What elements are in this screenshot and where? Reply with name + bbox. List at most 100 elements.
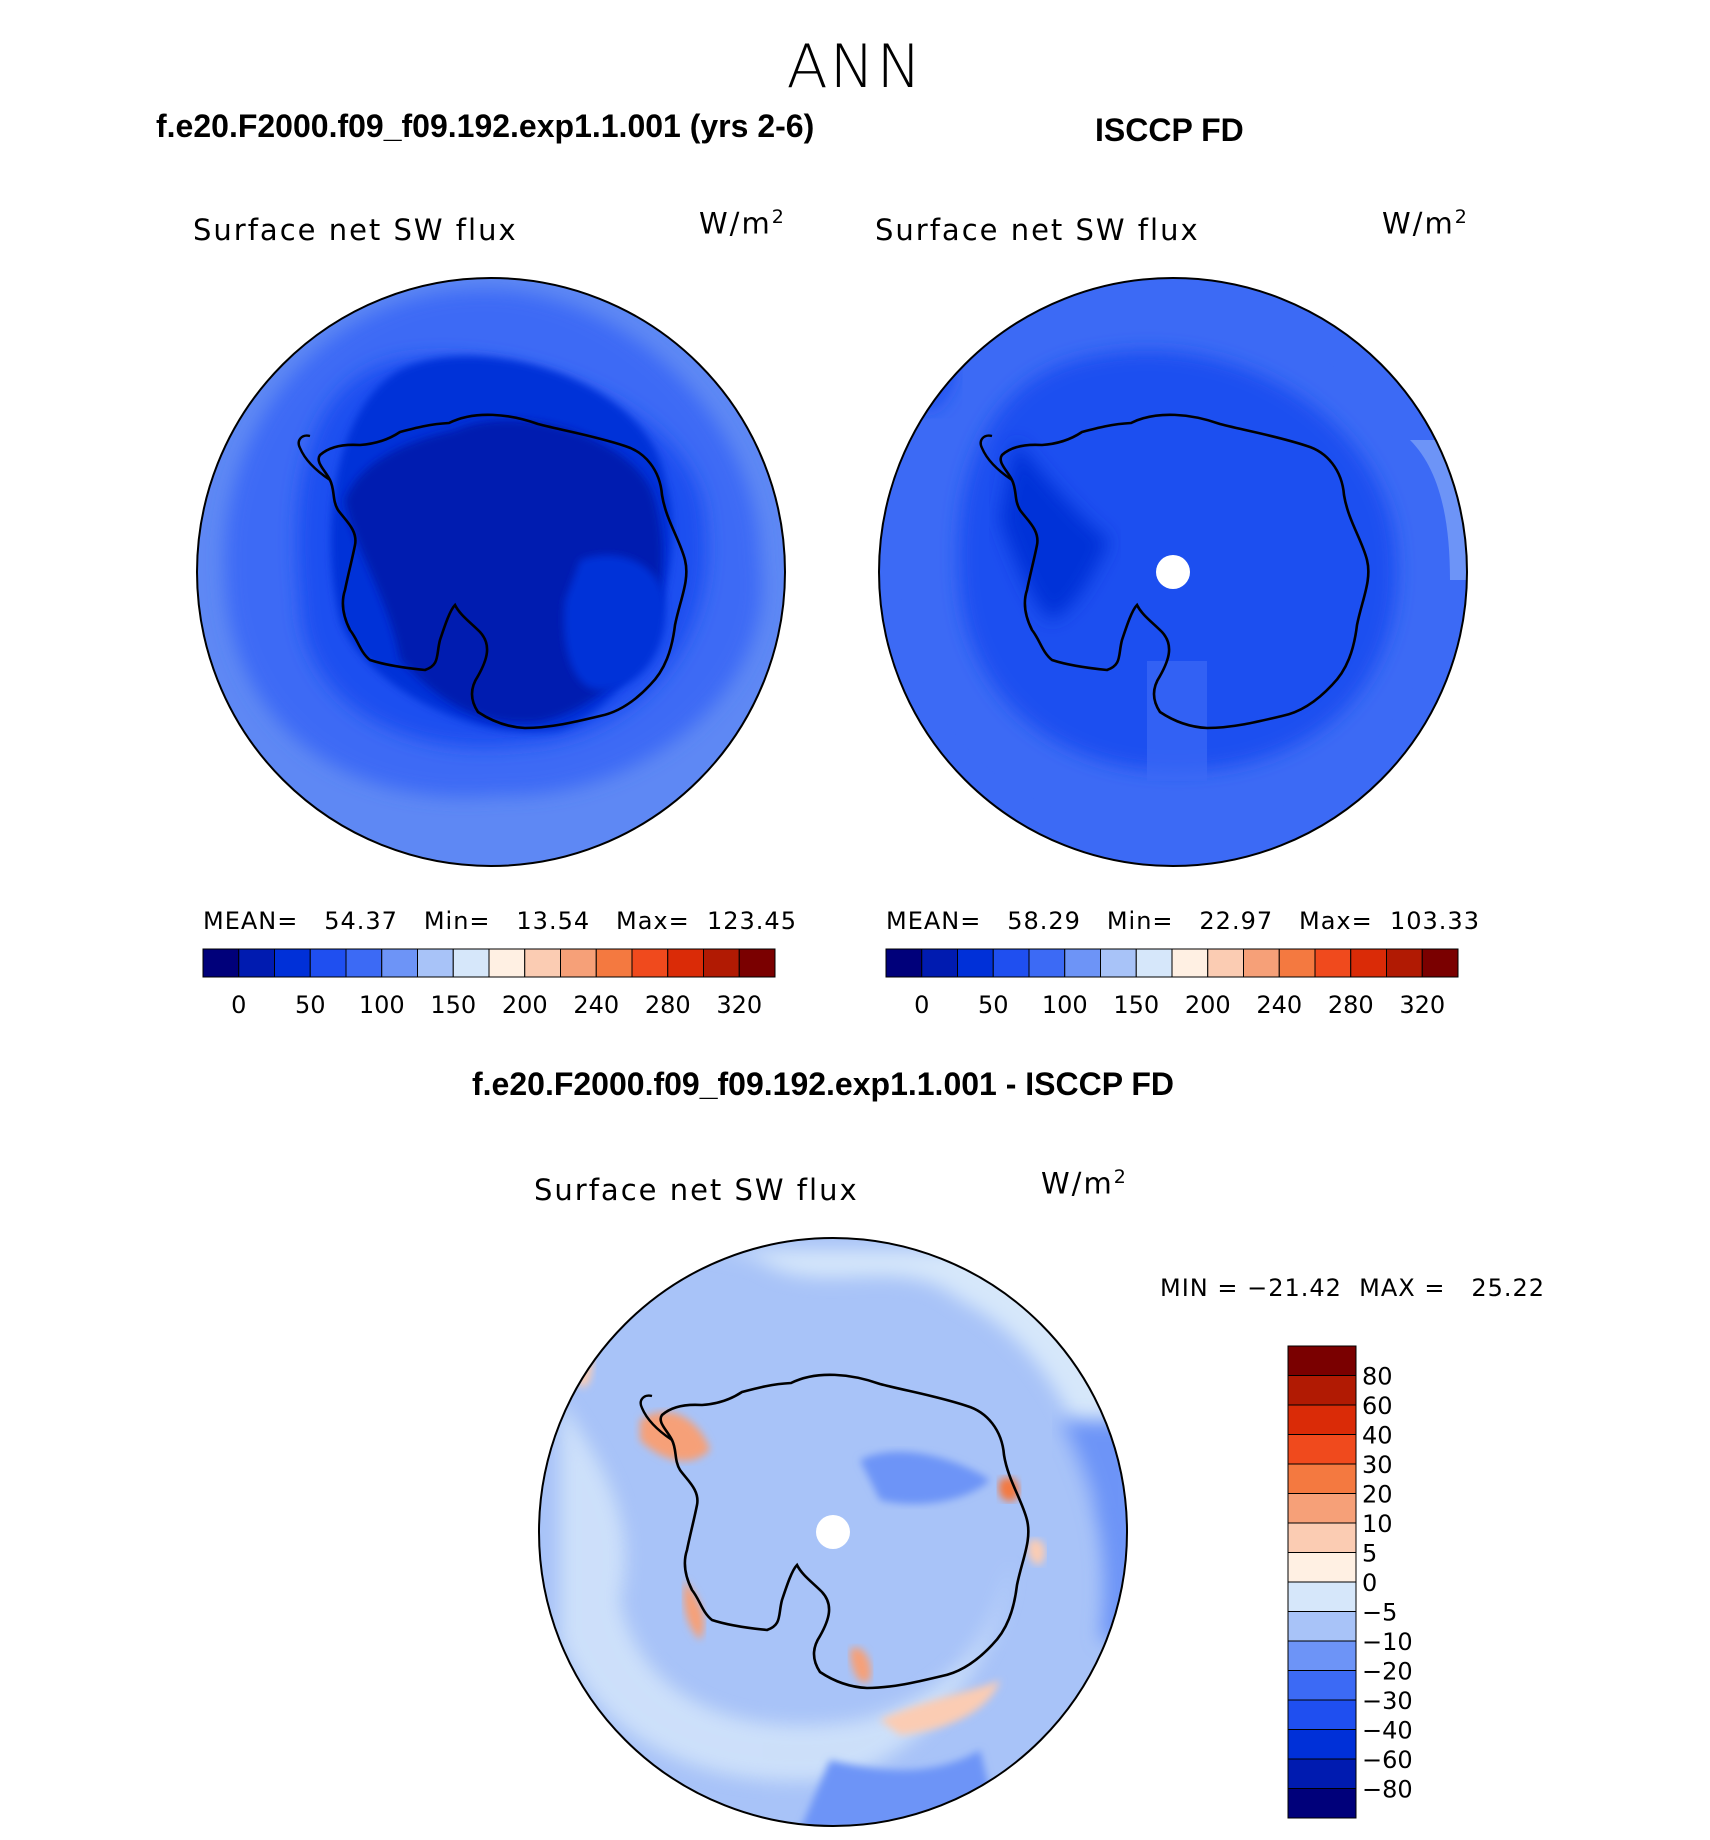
colorbar-swatch	[1278, 948, 1316, 978]
map-field-patch	[563, 554, 666, 690]
colorbar-tick-label: −80	[1362, 1776, 1413, 1804]
colorbar-swatch	[1064, 948, 1101, 978]
model-colorbar: 0 50 100 150 200 240 280 320	[202, 948, 776, 1019]
colorbar-tick-label: 100	[359, 991, 405, 1019]
colorbar-swatch	[1100, 948, 1137, 978]
colorbar-swatch	[1314, 948, 1352, 978]
colorbar-swatch	[1207, 948, 1244, 978]
model-unit-label: W/m2	[699, 206, 786, 241]
colorbar-swatch	[957, 948, 994, 978]
pole-hole	[816, 1515, 850, 1549]
diff-map	[538, 1237, 1128, 1827]
colorbar-tick-label: 150	[1113, 991, 1159, 1019]
map-field-warm-7	[850, 1647, 871, 1683]
colorbar-swatch	[1421, 948, 1459, 978]
colorbar-swatch	[1350, 948, 1387, 978]
colorbar-swatch	[1287, 1404, 1357, 1435]
colorbar-tick-label: 0	[914, 991, 929, 1019]
colorbar-tick-label: 10	[1362, 1510, 1393, 1538]
colorbar-swatch	[738, 948, 776, 978]
obs-stats: MEAN= 58.29 Min= 22.97 Max= 103.33	[886, 907, 1480, 935]
map-field-blue-east	[1060, 1420, 1127, 1640]
colorbar-swatch	[1171, 948, 1209, 978]
colorbar-swatch	[1287, 1640, 1357, 1671]
map-field-warm-1	[640, 1411, 710, 1461]
colorbar-tick-label: 150	[430, 991, 476, 1019]
obs-case-title: ISCCP FD	[1095, 112, 1244, 148]
antarctica-coastline	[317, 413, 688, 730]
model-variable-label: Surface net SW flux	[193, 213, 518, 247]
colorbar-tick-label: 80	[1362, 1363, 1393, 1391]
colorbar-swatch	[524, 948, 561, 978]
colorbar-swatch	[345, 948, 383, 978]
colorbar-tick-label: 50	[295, 991, 326, 1019]
colorbar-swatch	[202, 948, 240, 978]
colorbar-swatch	[488, 948, 526, 978]
map-border	[196, 277, 786, 867]
colorbar-swatch	[1287, 1670, 1357, 1701]
colorbar-tick-label: 240	[573, 991, 619, 1019]
colorbar-swatch	[417, 948, 454, 978]
colorbar-tick-label: 280	[1328, 991, 1374, 1019]
colorbar-tick-label: 60	[1362, 1392, 1393, 1420]
colorbar-swatch	[1287, 1375, 1357, 1406]
colorbar-tick-label: −30	[1362, 1687, 1413, 1715]
colorbar-swatch	[667, 948, 704, 978]
colorbar-tick-label: −60	[1362, 1746, 1413, 1774]
colorbar-tick-label: 240	[1256, 991, 1302, 1019]
model-map	[196, 277, 786, 867]
obs-variable-label: Surface net SW flux	[875, 213, 1200, 247]
map-field-blue-interior	[860, 1451, 990, 1504]
colorbar-swatch	[1287, 1729, 1357, 1760]
colorbar-tick-label: 200	[1185, 991, 1231, 1019]
colorbar-swatch	[274, 948, 311, 978]
colorbar-swatch	[560, 948, 597, 978]
colorbar-swatch	[1287, 1463, 1357, 1494]
colorbar-tick-label: −40	[1362, 1717, 1413, 1745]
colorbar-swatch	[1386, 948, 1423, 978]
colorbar-tick-label: 100	[1042, 991, 1088, 1019]
colorbar-swatch	[1287, 1345, 1357, 1376]
colorbar-tick-label: 5	[1362, 1540, 1377, 1568]
colorbar-swatch	[595, 948, 633, 978]
colorbar-swatch	[452, 948, 490, 978]
peninsula-coastline	[297, 434, 331, 481]
map-border	[538, 1237, 1128, 1827]
map-field-patch	[1000, 440, 1110, 620]
colorbar-swatch	[1287, 1788, 1357, 1819]
map-border	[878, 277, 1468, 867]
map-field-warm-6	[683, 1580, 705, 1640]
map-field-shelf	[879, 325, 954, 410]
colorbar-tick-label: 280	[645, 991, 691, 1019]
colorbar-tick-label: 0	[1362, 1569, 1377, 1597]
colorbar-swatch	[1287, 1581, 1357, 1612]
model-case-title: f.e20.F2000.f09_f09.192.exp1.1.001 (yrs …	[156, 108, 815, 144]
colorbar-swatch	[1287, 1522, 1357, 1553]
colorbar-swatch	[631, 948, 669, 978]
colorbar-swatch	[1287, 1699, 1357, 1730]
colorbar-swatch	[1243, 948, 1280, 978]
pole-hole	[1156, 555, 1190, 589]
colorbar-tick-label: −10	[1362, 1628, 1413, 1656]
colorbar-swatch	[309, 948, 347, 978]
colorbar-swatch	[1287, 1434, 1357, 1465]
colorbar-swatch	[921, 948, 958, 978]
season-title: ANN	[786, 32, 924, 102]
colorbar-tick-label: 0	[231, 991, 246, 1019]
model-stats: MEAN= 54.37 Min= 13.54 Max= 123.45	[203, 907, 797, 935]
map-field-warm-5	[1028, 1539, 1046, 1565]
diff-case-title: f.e20.F2000.f09_f09.192.exp1.1.001 - ISC…	[472, 1066, 1175, 1102]
colorbar-swatch	[238, 948, 275, 978]
colorbar-swatch	[992, 948, 1030, 978]
colorbar-swatch	[703, 948, 740, 978]
obs-unit-label: W/m2	[1382, 206, 1469, 241]
colorbar-tick-label: 50	[978, 991, 1009, 1019]
obs-map	[878, 277, 1468, 867]
colorbar-tick-label: 30	[1362, 1451, 1393, 1479]
colorbar-tick-label: −5	[1362, 1599, 1397, 1627]
colorbar-swatch	[1028, 948, 1066, 978]
map-field-warm-3	[880, 1680, 1000, 1735]
colorbar-tick-label: 320	[716, 991, 762, 1019]
colorbar-swatch	[1287, 1758, 1357, 1789]
obs-colorbar: 0 50 100 150 200 240 280 320	[885, 948, 1459, 1019]
